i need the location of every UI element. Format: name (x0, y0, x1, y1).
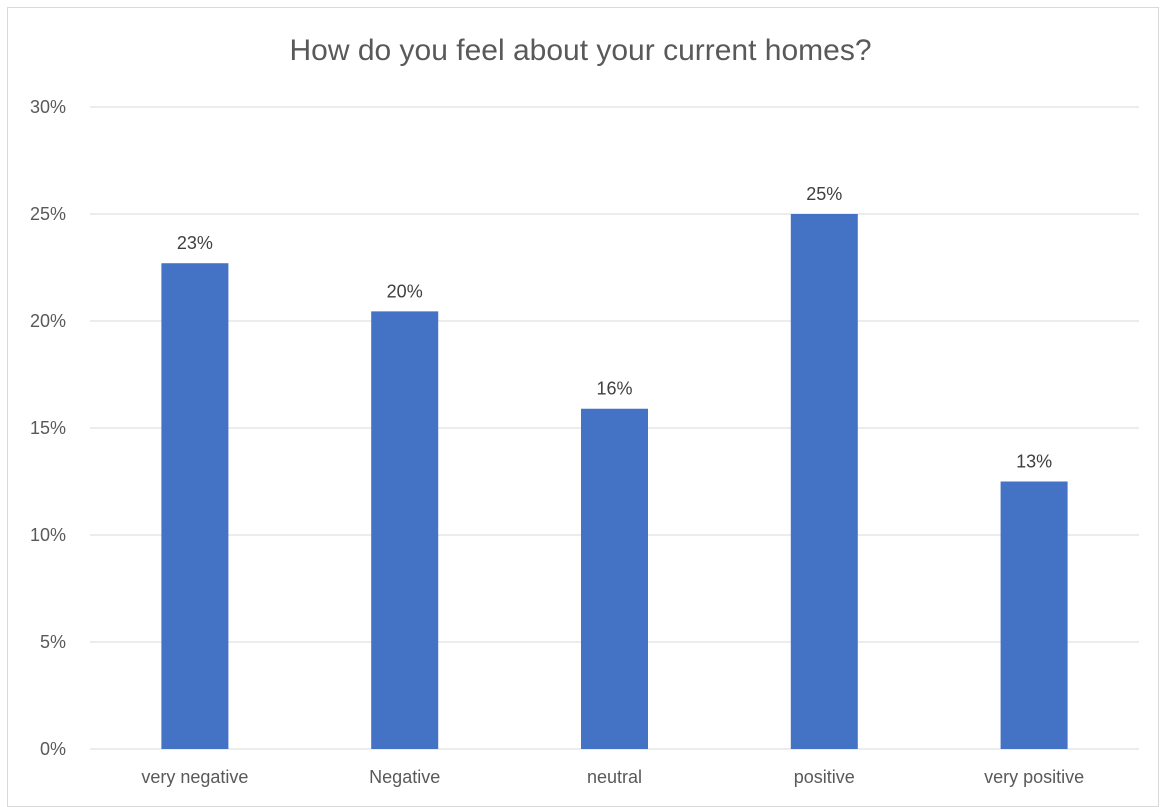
data-label: 16% (596, 379, 632, 399)
y-tick-label: 5% (40, 632, 66, 652)
x-tick-label: neutral (587, 767, 642, 787)
chart-title: How do you feel about your current homes… (289, 34, 872, 67)
y-tick-label: 30% (30, 97, 66, 117)
bar (581, 408, 648, 749)
bars (161, 214, 1068, 749)
data-label: 23% (177, 233, 213, 253)
bar (371, 311, 439, 749)
data-label: 20% (387, 281, 423, 301)
y-tick-label: 0% (40, 739, 66, 759)
y-tick-label: 15% (30, 418, 66, 438)
bar (161, 263, 229, 749)
data-label: 13% (1016, 452, 1052, 472)
x-tick-label: very negative (141, 767, 248, 787)
x-tick-label: Negative (369, 767, 440, 787)
data-labels: 23% 20% 16% 25% 13% (177, 184, 1052, 472)
y-tick-label: 20% (30, 311, 66, 331)
bar (790, 214, 858, 749)
y-axis-ticks: 0% 5% 10% 15% 20% 25% 30% (30, 97, 66, 759)
data-label: 25% (806, 184, 842, 204)
bar (1000, 481, 1068, 749)
y-tick-label: 10% (30, 525, 66, 545)
x-tick-label: very positive (984, 767, 1084, 787)
y-tick-label: 25% (30, 204, 66, 224)
x-tick-label: positive (794, 767, 855, 787)
x-axis-ticks: very negative Negative neutral positive very… (141, 767, 1084, 787)
